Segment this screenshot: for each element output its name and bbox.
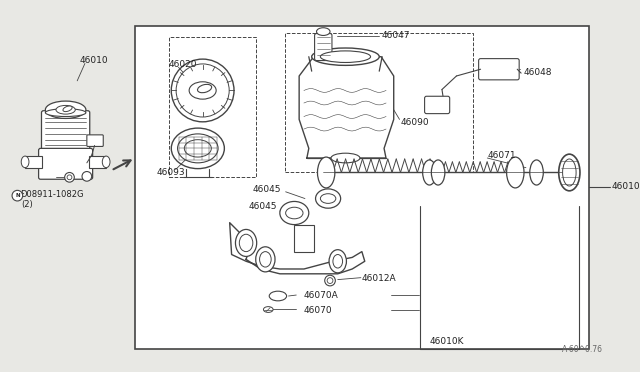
FancyBboxPatch shape	[42, 111, 90, 155]
Circle shape	[12, 190, 22, 201]
Ellipse shape	[422, 160, 436, 185]
Ellipse shape	[189, 82, 216, 99]
Ellipse shape	[21, 156, 29, 168]
Text: 46012A: 46012A	[362, 274, 397, 283]
Circle shape	[324, 275, 335, 286]
Ellipse shape	[333, 254, 342, 268]
Ellipse shape	[102, 156, 110, 168]
Ellipse shape	[239, 234, 253, 251]
Ellipse shape	[176, 64, 229, 117]
Ellipse shape	[184, 140, 211, 157]
Ellipse shape	[317, 157, 335, 188]
Text: 46071: 46071	[487, 151, 516, 160]
Text: 46070: 46070	[304, 306, 333, 315]
Polygon shape	[299, 57, 394, 158]
Text: 46047: 46047	[381, 31, 410, 40]
Text: 46090: 46090	[401, 118, 429, 127]
Ellipse shape	[563, 159, 576, 186]
Text: 46048: 46048	[524, 68, 552, 77]
Ellipse shape	[316, 189, 340, 208]
Ellipse shape	[329, 250, 346, 273]
Ellipse shape	[312, 48, 380, 65]
FancyBboxPatch shape	[87, 135, 103, 147]
Ellipse shape	[256, 247, 275, 272]
Text: 46010K: 46010K	[429, 337, 464, 346]
Text: 46010: 46010	[612, 182, 640, 192]
Text: 46020: 46020	[169, 60, 197, 69]
Circle shape	[327, 278, 333, 283]
FancyBboxPatch shape	[315, 33, 332, 61]
Ellipse shape	[331, 153, 360, 163]
Text: Ð08911-1082G
(2): Ð08911-1082G (2)	[21, 190, 84, 209]
Ellipse shape	[321, 194, 336, 203]
Ellipse shape	[45, 109, 86, 116]
FancyBboxPatch shape	[479, 59, 519, 80]
Text: 46070A: 46070A	[304, 291, 339, 299]
Polygon shape	[230, 223, 365, 274]
Ellipse shape	[269, 291, 287, 301]
Ellipse shape	[260, 251, 271, 267]
Bar	[89, 156, 106, 168]
Text: 46045: 46045	[253, 185, 282, 194]
Circle shape	[65, 173, 74, 182]
Bar	[294, 225, 314, 251]
Ellipse shape	[559, 154, 580, 191]
FancyBboxPatch shape	[38, 148, 93, 179]
Bar	[135, 26, 589, 349]
Ellipse shape	[264, 307, 273, 312]
Ellipse shape	[321, 51, 371, 62]
Ellipse shape	[317, 28, 330, 35]
Text: A-60^0.76: A-60^0.76	[562, 345, 603, 354]
Ellipse shape	[172, 128, 225, 169]
Text: 46093: 46093	[156, 168, 185, 177]
Text: N: N	[15, 193, 20, 198]
Ellipse shape	[280, 202, 308, 225]
Bar	[25, 156, 42, 168]
Ellipse shape	[530, 160, 543, 185]
FancyBboxPatch shape	[424, 96, 450, 113]
Circle shape	[67, 175, 72, 180]
Text: 46045: 46045	[249, 202, 278, 211]
Ellipse shape	[172, 59, 234, 122]
Ellipse shape	[63, 106, 72, 112]
Ellipse shape	[177, 134, 218, 163]
Ellipse shape	[236, 230, 257, 256]
Text: 46010: 46010	[79, 56, 108, 65]
Ellipse shape	[507, 157, 524, 188]
Ellipse shape	[431, 160, 445, 185]
Ellipse shape	[56, 105, 76, 114]
Circle shape	[82, 171, 92, 181]
Ellipse shape	[198, 84, 212, 93]
Ellipse shape	[285, 207, 303, 219]
Ellipse shape	[45, 101, 86, 118]
